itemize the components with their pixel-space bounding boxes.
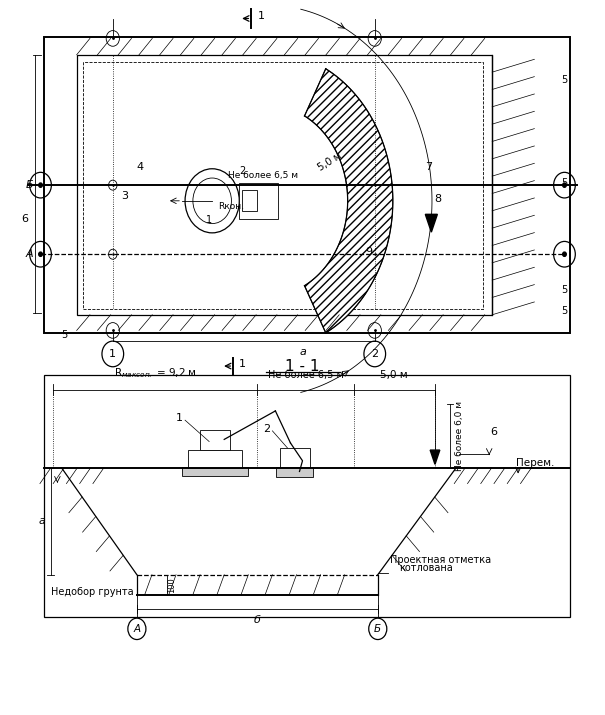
- Bar: [77, 55, 492, 315]
- Polygon shape: [304, 69, 393, 333]
- Circle shape: [563, 252, 566, 257]
- Text: котлована: котлована: [399, 563, 453, 573]
- Text: 7: 7: [425, 162, 433, 172]
- Text: 1: 1: [239, 359, 246, 369]
- Text: Не более 6,0 м: Не более 6,0 м: [455, 401, 464, 471]
- Circle shape: [39, 183, 42, 187]
- Polygon shape: [425, 214, 437, 232]
- Text: 1: 1: [110, 349, 116, 359]
- Text: а: а: [299, 347, 306, 357]
- Text: Rкон.: Rкон.: [218, 202, 244, 211]
- Text: Недобор грунта: Недобор грунта: [51, 587, 133, 597]
- Text: Б: Б: [25, 180, 33, 190]
- Bar: [280, 448, 310, 468]
- Bar: [83, 62, 483, 309]
- Text: 5,0 м: 5,0 м: [316, 151, 343, 173]
- Text: 5: 5: [561, 285, 567, 295]
- Text: 2: 2: [263, 424, 270, 434]
- Polygon shape: [430, 450, 440, 464]
- Text: 2: 2: [371, 349, 378, 359]
- Text: 8: 8: [434, 194, 442, 204]
- Text: 6: 6: [21, 214, 28, 224]
- Bar: [276, 467, 313, 477]
- Text: R$_{максоп.}$ = 9,2 м: R$_{максоп.}$ = 9,2 м: [114, 367, 197, 380]
- Text: 5,0 м: 5,0 м: [380, 370, 408, 380]
- Text: Б: Б: [374, 624, 381, 634]
- Text: 9: 9: [365, 247, 372, 257]
- Text: 4: 4: [136, 162, 143, 172]
- Text: 1: 1: [206, 215, 212, 225]
- Bar: [200, 430, 231, 450]
- Bar: [239, 183, 278, 219]
- Text: 5: 5: [62, 330, 68, 340]
- Text: 3: 3: [122, 191, 128, 201]
- Text: 1: 1: [175, 413, 183, 423]
- Text: Перем.: Перем.: [516, 458, 555, 468]
- Bar: [44, 375, 571, 618]
- Text: 5: 5: [561, 178, 567, 188]
- Text: Не более 6,5 м: Не более 6,5 м: [267, 370, 344, 380]
- Text: 1: 1: [257, 11, 264, 21]
- Bar: [188, 450, 242, 468]
- Text: 2: 2: [239, 166, 246, 176]
- Text: 6: 6: [491, 428, 497, 438]
- Text: Проектная отметка: Проектная отметка: [390, 555, 491, 565]
- Bar: [182, 467, 248, 476]
- Bar: [242, 190, 257, 212]
- Circle shape: [39, 252, 42, 257]
- Text: 5: 5: [561, 75, 567, 85]
- Text: 5: 5: [561, 306, 567, 316]
- Text: а: а: [38, 516, 45, 526]
- Circle shape: [563, 183, 566, 187]
- Text: 100: 100: [167, 577, 175, 593]
- Text: б: б: [254, 615, 261, 625]
- Text: Не более 6,5 м: Не более 6,5 м: [228, 172, 298, 180]
- Bar: [44, 37, 571, 332]
- Text: 1 - 1: 1 - 1: [285, 359, 320, 374]
- Text: А: А: [133, 624, 140, 634]
- Text: А: А: [25, 250, 33, 260]
